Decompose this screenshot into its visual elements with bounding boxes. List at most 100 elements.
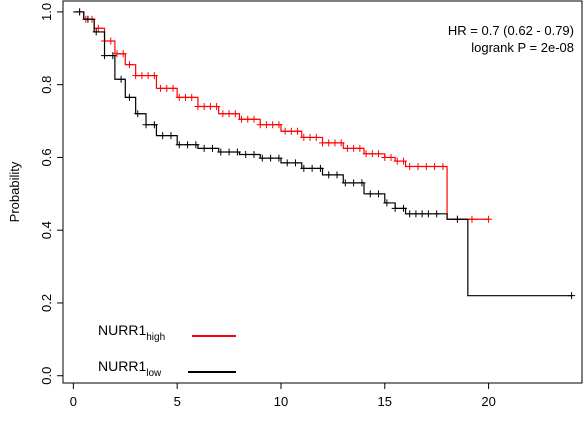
censor-mark-low xyxy=(418,210,426,218)
censor-mark-high xyxy=(256,121,264,129)
censor-mark-high xyxy=(250,115,258,123)
censor-mark-high xyxy=(337,139,345,147)
censor-mark-high xyxy=(175,93,183,101)
censor-mark-low xyxy=(358,179,366,187)
censor-mark-high xyxy=(262,121,270,129)
x-axis: 0 5 10 15 20 xyxy=(70,383,496,409)
plot-frame xyxy=(62,0,583,384)
x-tick-label: 10 xyxy=(274,394,288,409)
censor-mark-high xyxy=(194,103,202,111)
censor-mark-low xyxy=(275,154,283,162)
censor-mark-low xyxy=(453,215,461,223)
censor-mark-low xyxy=(192,141,200,149)
censor-mark-high xyxy=(269,121,277,129)
censor-mark-high xyxy=(132,72,140,80)
censor-mark-high xyxy=(468,215,476,223)
censor-mark-high xyxy=(319,139,326,147)
censor-mark-low xyxy=(375,190,383,198)
censor-mark-low xyxy=(134,110,142,118)
censor-mark-high xyxy=(485,215,493,223)
censor-mark-high xyxy=(414,163,422,171)
survival-curve-low xyxy=(73,11,572,297)
censor-mark-high xyxy=(94,24,102,32)
censor-mark-high xyxy=(275,121,283,129)
censor-mark-high xyxy=(294,127,302,135)
censor-mark-low xyxy=(184,141,192,149)
censor-mark-high xyxy=(422,163,430,171)
censor-mark-low xyxy=(258,154,266,162)
censor-mark-low xyxy=(350,179,358,187)
censor-mark-high xyxy=(200,103,208,111)
y-tick-label: 0.2 xyxy=(39,294,54,312)
censor-mark-low xyxy=(300,164,308,172)
x-tick-label: 15 xyxy=(378,394,392,409)
y-tick-label: 0.4 xyxy=(39,221,54,239)
censor-mark-high xyxy=(343,144,351,152)
censor-mark-low xyxy=(399,204,407,212)
y-tick-label: 0.8 xyxy=(39,76,54,94)
censor-mark-low xyxy=(433,210,441,218)
censor-mark-high xyxy=(219,110,227,118)
censor-mark-low xyxy=(167,132,175,140)
y-tick-label: 1.0 xyxy=(39,3,54,21)
censor-mark-low xyxy=(208,144,216,152)
censor-mark-high xyxy=(393,157,401,165)
censor-mark-low xyxy=(333,171,341,179)
censor-mark-high xyxy=(368,150,376,158)
censor-mark-low xyxy=(242,151,250,159)
censor-mark-high xyxy=(362,150,370,158)
censor-mark-high xyxy=(225,110,233,118)
censor-mark-high xyxy=(300,133,308,141)
hr-annotation: HR = 0.7 (0.62 - 0.79) xyxy=(448,23,574,38)
censor-mark-low xyxy=(283,159,291,167)
y-tick-label: 0.0 xyxy=(39,367,54,385)
censor-mark-high xyxy=(238,115,246,123)
censor-mark-low xyxy=(424,210,432,218)
censor-mark-high xyxy=(144,72,152,80)
series-layer xyxy=(73,8,576,300)
censor-mark-low xyxy=(175,141,183,149)
censor-mark-low xyxy=(217,148,225,156)
censor-mark-high xyxy=(325,139,333,147)
censor-mark-low xyxy=(341,179,349,187)
censor-mark-low xyxy=(225,148,233,156)
censor-mark-high xyxy=(113,50,121,58)
censor-mark-high xyxy=(157,84,165,92)
x-tick-label: 0 xyxy=(70,394,77,409)
censor-mark-high xyxy=(181,93,189,101)
x-tick-label: 5 xyxy=(174,394,181,409)
legend-label-low: NURR1low xyxy=(98,358,162,379)
censor-mark-high xyxy=(399,157,407,165)
censor-mark-high xyxy=(107,37,115,45)
censor-mark-low xyxy=(366,190,374,198)
censor-mark-low xyxy=(109,52,117,60)
censor-mark-low xyxy=(159,132,167,140)
censor-mark-high xyxy=(431,163,439,171)
censor-mark-high xyxy=(138,72,146,80)
censor-mark-high xyxy=(169,84,177,92)
logrank-annotation: logrank P = 2e-08 xyxy=(471,40,574,55)
censor-mark-high xyxy=(163,84,171,92)
x-tick-label: 20 xyxy=(481,394,495,409)
legend-subscript: low xyxy=(146,368,162,379)
censor-mark-high xyxy=(281,127,289,135)
censor-mark-high xyxy=(244,115,252,123)
censor-mark-high xyxy=(231,110,239,118)
censor-mark-low xyxy=(308,164,316,172)
censor-mark-high xyxy=(119,50,127,58)
censor-mark-low xyxy=(125,93,133,101)
y-tick-label: 0.6 xyxy=(39,148,54,166)
legend-base-text: NURR1 xyxy=(98,322,146,338)
censor-mark-high xyxy=(213,103,221,111)
censor-mark-high xyxy=(387,153,395,161)
survival-curve-high xyxy=(73,11,489,220)
censor-mark-low xyxy=(568,292,576,300)
censor-mark-high xyxy=(188,93,196,101)
censor-mark-high xyxy=(312,133,320,141)
censor-mark-low xyxy=(150,121,158,129)
censor-mark-low xyxy=(142,121,150,129)
censor-mark-high xyxy=(125,61,133,69)
censor-mark-low xyxy=(200,144,208,152)
legend-subscript: high xyxy=(146,332,165,343)
